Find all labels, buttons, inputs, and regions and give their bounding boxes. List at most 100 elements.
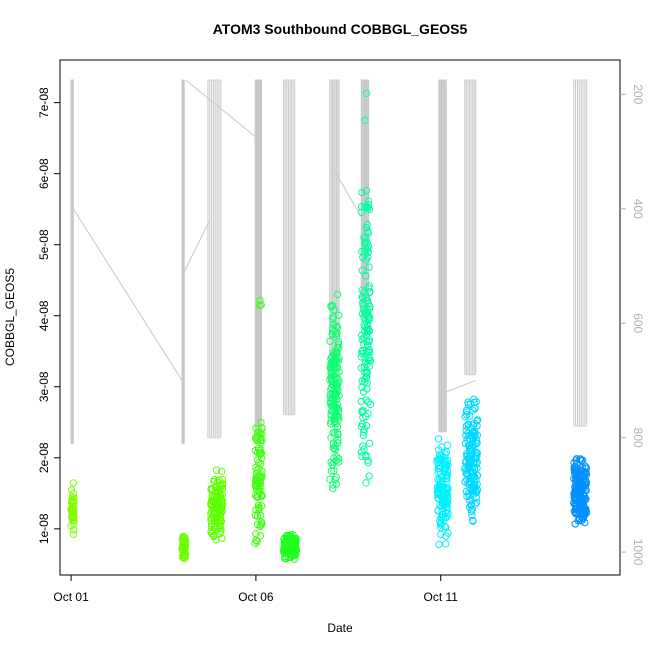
data-point [366, 400, 375, 409]
data-point [212, 514, 220, 523]
data-point [330, 454, 338, 462]
data-point [357, 202, 366, 211]
data-point [329, 313, 337, 321]
data-point [364, 324, 372, 333]
data-point [437, 513, 445, 522]
data-point [332, 350, 340, 358]
data-point [255, 505, 263, 513]
data-point [334, 439, 342, 447]
data-point [365, 472, 373, 480]
data-point [364, 312, 373, 320]
data-point [434, 494, 442, 502]
data-point [470, 473, 479, 481]
data-point [253, 477, 261, 485]
data-point [571, 467, 579, 475]
x-axis-label: Date [327, 621, 353, 635]
data-point [467, 443, 476, 451]
data-point [361, 317, 370, 325]
altitude-profile-8 [464, 79, 477, 376]
data-point [434, 468, 442, 477]
data-point [362, 223, 370, 232]
data-point [257, 518, 266, 526]
data-point [364, 398, 372, 406]
data-point [216, 514, 224, 522]
data-point [68, 498, 76, 506]
data-point [357, 353, 366, 361]
data-point [471, 404, 479, 413]
data-point [332, 374, 340, 382]
data-point [470, 431, 479, 440]
data-point [327, 368, 335, 376]
data-point [360, 428, 368, 436]
data-point [327, 363, 335, 372]
altitude-transit-1 [183, 220, 211, 272]
data-point [357, 397, 365, 406]
altitude-profile-2 [207, 79, 222, 439]
data-point [465, 464, 473, 472]
data-point [365, 313, 374, 321]
altitude-profile-1 [181, 79, 185, 444]
data-point [251, 491, 260, 499]
data-point [358, 266, 366, 275]
data-point [285, 544, 293, 552]
data-point [442, 464, 450, 472]
data-point [469, 516, 477, 525]
data-point [363, 360, 371, 369]
data-point [359, 407, 367, 415]
data-point [444, 461, 452, 470]
y-tick-label: 6e-08 [37, 158, 51, 189]
data-point [253, 512, 261, 520]
data-point [211, 510, 219, 518]
data-point [359, 301, 367, 309]
data-point [253, 538, 261, 546]
data-point [326, 475, 334, 483]
y-tick-label: 2e-08 [37, 442, 51, 473]
data-point [465, 489, 473, 497]
y2-tick-label: 400 [631, 199, 645, 219]
data-point [466, 452, 475, 461]
data-point [467, 507, 476, 515]
data-point [470, 419, 478, 427]
data-point [363, 220, 371, 229]
data-point [362, 202, 370, 211]
data-point [329, 327, 338, 336]
data-point [327, 467, 336, 475]
data-point [465, 503, 474, 511]
data-point [472, 498, 481, 506]
data-point [361, 378, 369, 386]
data-point [69, 530, 78, 538]
data-point [362, 479, 370, 487]
data-point [334, 407, 343, 415]
data-point [358, 350, 366, 358]
data-point [252, 536, 260, 545]
data-point [207, 484, 215, 493]
data-point [434, 485, 443, 493]
data-point [472, 398, 480, 406]
data-point [437, 456, 446, 464]
data-point [333, 290, 342, 299]
data-point [280, 534, 288, 543]
data-point [466, 485, 474, 493]
data-point [334, 455, 343, 463]
data-point [215, 521, 223, 529]
data-point [472, 439, 480, 447]
data-point [443, 477, 451, 485]
data-point [212, 466, 221, 474]
y-axis-label: COBBGL_GEOS5 [3, 268, 17, 366]
data-point [218, 534, 226, 542]
data-point [442, 523, 450, 531]
data-point [215, 506, 224, 514]
data-point [443, 498, 452, 506]
data-point [572, 505, 580, 514]
altitude-profile-6 [360, 79, 370, 318]
data-point [571, 520, 579, 528]
data-point [69, 512, 78, 521]
data-point [571, 462, 579, 471]
y2-tick-label: 600 [631, 313, 645, 333]
data-point [288, 550, 296, 559]
data-point [327, 420, 335, 428]
data-point [253, 520, 262, 529]
data-point [472, 493, 481, 502]
data-point [580, 470, 588, 479]
data-point [255, 450, 264, 458]
